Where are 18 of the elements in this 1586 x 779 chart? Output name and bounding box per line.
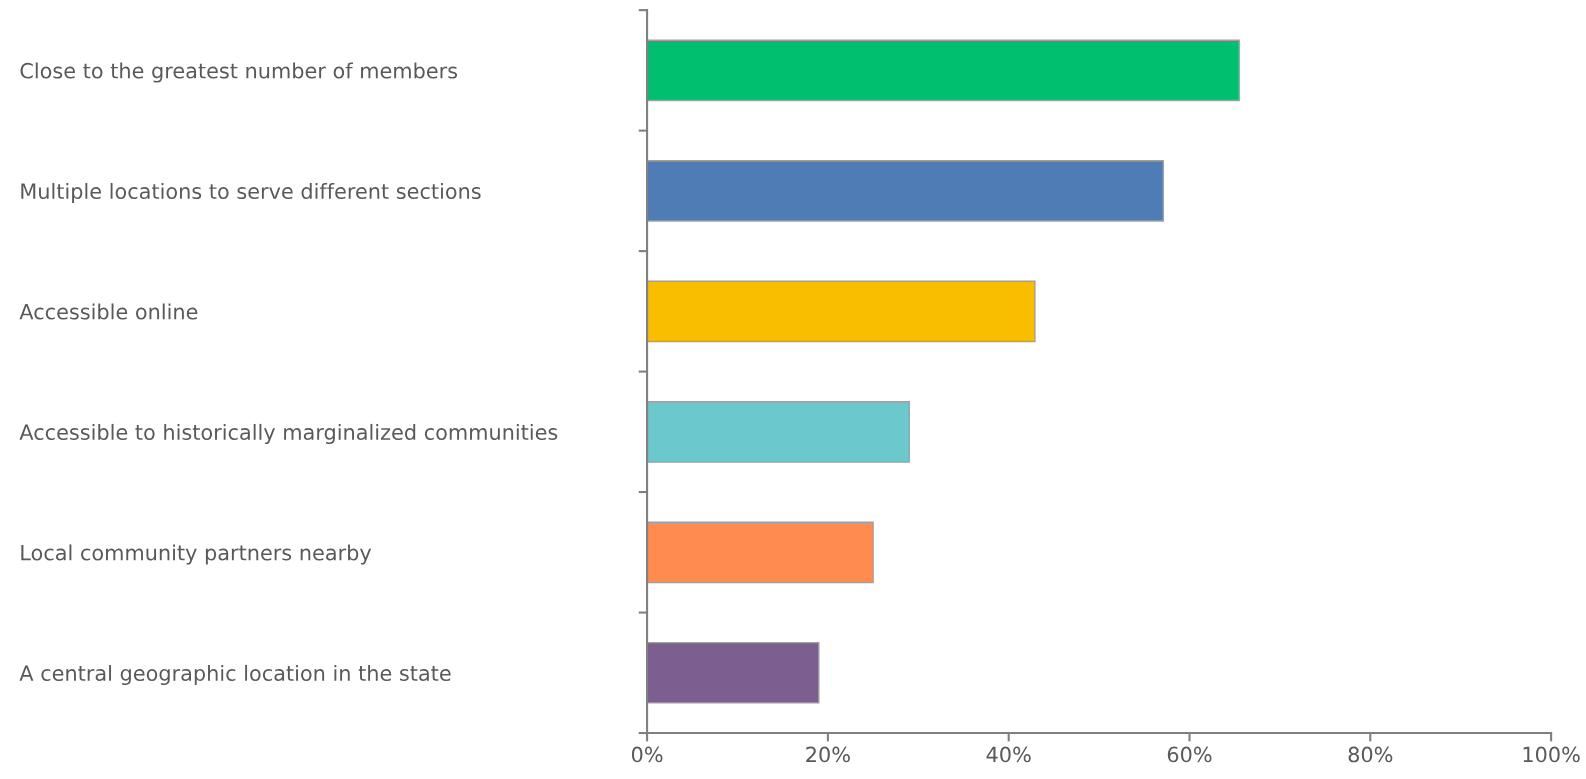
bar — [647, 641, 820, 704]
x-tick-label: 100% — [1523, 746, 1580, 763]
x-tick-label: 0% — [631, 746, 663, 763]
bar — [647, 39, 1240, 102]
bar — [647, 280, 1036, 343]
x-tick-label: 80% — [1348, 746, 1393, 763]
y-tick-label: Multiple locations to serve different sections — [21, 182, 481, 204]
y-tick-label: Accessible to historically marginalized communities — [19, 423, 558, 445]
x-tick-label: 20% — [806, 746, 850, 763]
y-tick-label: Close to the greatest number of members — [20, 62, 458, 83]
x-tick-label: 60% — [1167, 746, 1212, 763]
bar — [647, 401, 910, 463]
y-tick-label: Local community partners nearby — [21, 544, 372, 565]
bar — [647, 521, 874, 584]
y-tick-label: Accessible online — [19, 303, 198, 320]
bar — [647, 160, 1164, 222]
y-tick-label: A central geographic location in the state — [19, 664, 451, 686]
x-tick-label: 40% — [986, 746, 1031, 763]
